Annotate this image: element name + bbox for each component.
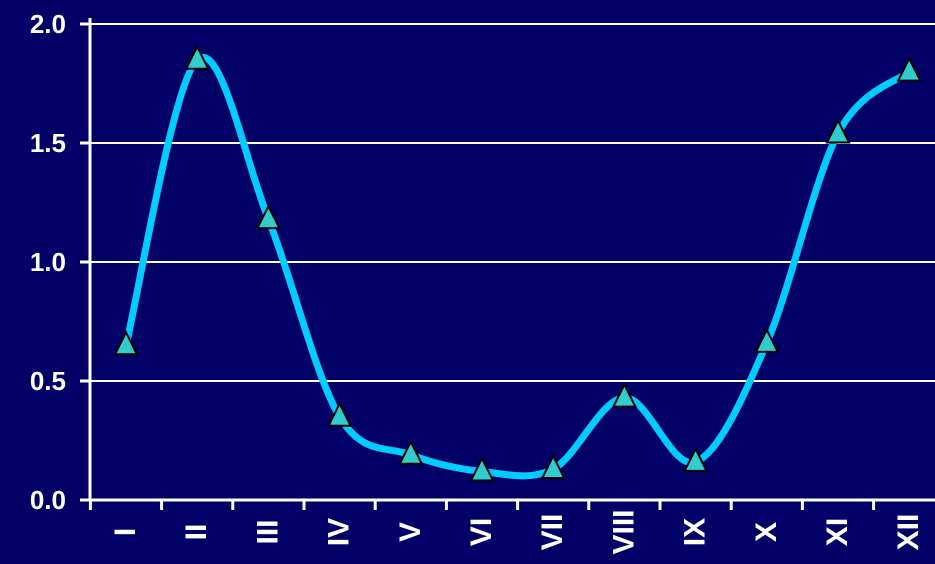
data-point-marker: [255, 203, 282, 230]
x-tick-label: XII: [892, 514, 925, 551]
y-tick-label: 2.0: [30, 9, 66, 39]
data-series: [113, 44, 922, 482]
series-line: [122, 53, 913, 480]
x-tick-label: IX: [679, 518, 712, 546]
data-point-marker: [469, 456, 495, 482]
data-point-marker: [896, 56, 922, 82]
data-point-marker: [611, 382, 638, 408]
x-tick-label: II: [180, 524, 213, 541]
y-tick-label: 1.5: [30, 128, 66, 158]
x-tick-label: I: [109, 528, 142, 536]
data-point-marker: [540, 453, 566, 480]
data-point-marker: [184, 44, 210, 70]
data-point-marker: [754, 327, 780, 353]
y-tick-label: 0.0: [30, 485, 66, 515]
y-tick-label: 1.0: [30, 247, 66, 277]
data-point-marker: [825, 118, 851, 144]
x-tick-label: III: [251, 519, 284, 544]
x-tick-label: VIII: [607, 509, 640, 554]
data-point-marker: [682, 446, 709, 472]
y-axis-tick-labels: 0.0 0.5 1.0 1.5 2.0: [30, 9, 66, 515]
data-point-marker: [113, 330, 139, 356]
data-point-marker: [398, 439, 424, 465]
x-tick-label: XI: [821, 518, 854, 546]
x-tick-label: IV: [323, 518, 356, 546]
data-point-marker: [326, 401, 353, 427]
x-tick-label: X: [750, 522, 783, 542]
y-tick-label: 0.5: [30, 366, 66, 396]
x-tick-label: VI: [465, 518, 498, 546]
x-axis-tick-labels: I II III IV V VI VII VIII IX X XI XII: [109, 509, 925, 554]
x-tick-label: V: [394, 522, 427, 542]
axes: [80, 18, 935, 510]
x-tick-label: VII: [536, 514, 569, 551]
